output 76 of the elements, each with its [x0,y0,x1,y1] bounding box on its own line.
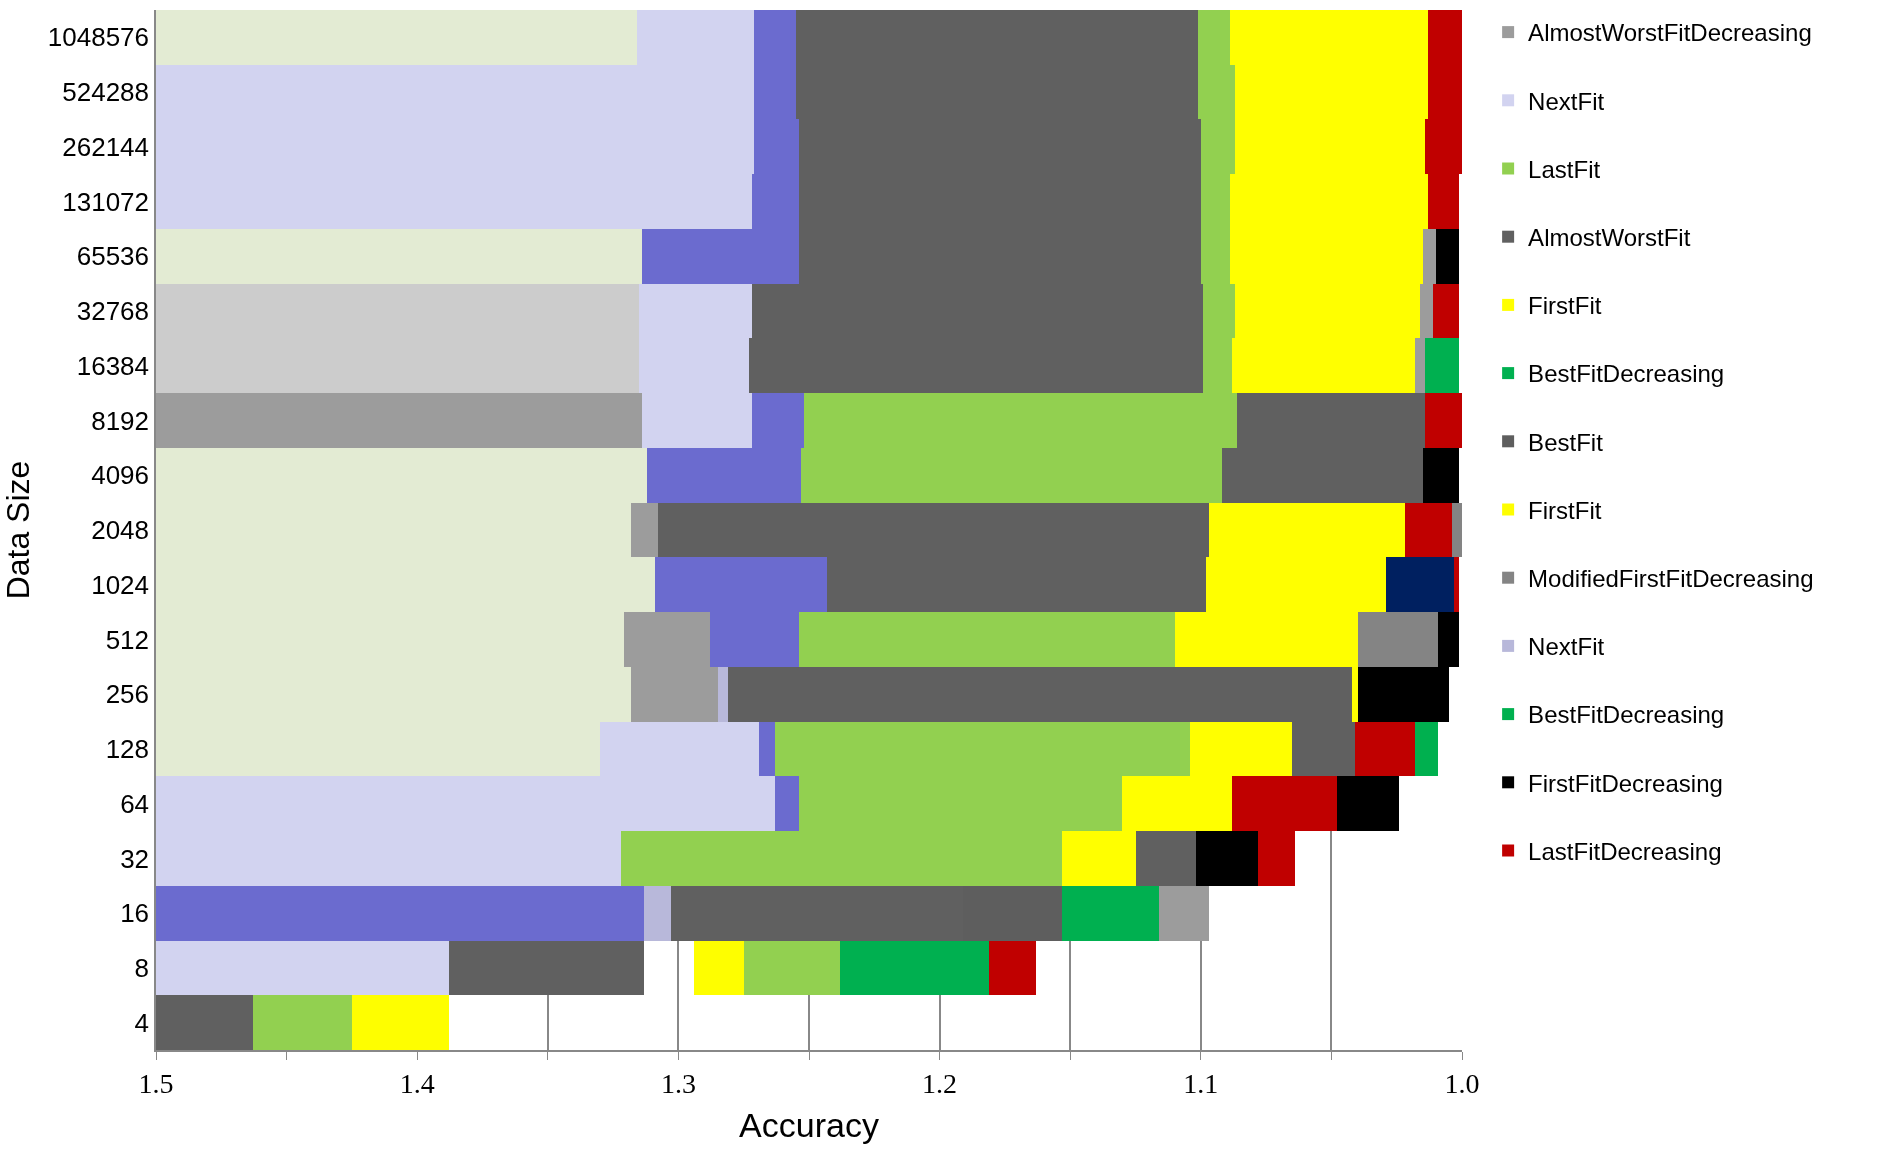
legend-label: BestFitDecreasing [1528,360,1725,388]
y-tick-label: 256 [105,679,150,710]
y-tick-label: 16384 [76,350,150,381]
bar [1454,557,1459,612]
bar [1425,393,1462,448]
legend-label: LastFit [1528,155,1601,183]
y-tick-label: 524288 [62,77,150,108]
y-tick-label: 2048 [91,515,150,546]
bar [1386,557,1454,612]
bar [156,995,253,1050]
bar [989,941,1036,995]
y-tick-label: 262144 [62,131,150,162]
legend-label: FirstFitDecreasing [1528,769,1723,797]
bar [1425,338,1459,393]
y-tick-label: 32 [120,843,150,874]
bar [1337,776,1399,831]
x-axis-title: Accuracy [739,1106,879,1145]
bar [1405,503,1452,557]
y-tick-label: 32768 [76,296,150,327]
y-axis-title: Data Size [0,460,36,600]
bar [1452,503,1462,557]
bar [1196,831,1258,886]
bar [840,941,989,995]
x-tick-label: 1.4 [399,1068,435,1100]
y-tick-label: 1048576 [47,22,150,53]
bar [1433,284,1459,338]
bar [1062,886,1159,941]
legend-label: AlmostWorstFit [1528,224,1691,252]
legend-label: BestFitDecreasing [1528,701,1725,729]
y-tick-label: 65536 [76,241,150,272]
bar [156,886,644,941]
bar [1159,886,1209,941]
bar [744,941,840,995]
bar [1355,722,1415,776]
legend-label: NextFit [1528,87,1605,115]
legend-label: ModifiedFirstFitDecreasing [1528,565,1814,593]
y-tick-label: 4 [134,1007,150,1038]
legend-label: FirstFit [1528,496,1602,524]
x-tick-label: 1.3 [660,1068,696,1100]
bar [1423,448,1459,503]
bar [253,995,352,1050]
bar [352,995,449,1050]
bar [156,941,449,995]
bar [718,667,728,722]
legend-label: LastFitDecreasing [1528,837,1722,865]
legend-label: BestFit [1528,428,1604,456]
bar [631,503,658,557]
bar [1415,722,1438,776]
bar [156,393,642,448]
y-tick-label: 4096 [91,460,150,491]
legend-label: NextFit [1528,633,1605,661]
legend-label: FirstFit [1528,292,1602,320]
bar [759,722,775,776]
x-tick-label: 1.2 [922,1068,958,1100]
bar [1358,612,1438,667]
bar [449,941,644,995]
x-tick-label: 1.1 [1183,1068,1219,1100]
y-tick-label: 131072 [62,186,150,217]
bar [799,612,1175,667]
bar [156,229,642,284]
y-tick-label: 128 [105,734,150,765]
y-tick-label: 1024 [91,569,150,600]
y-tick-label: 512 [105,624,150,655]
y-tick-label: 8 [134,952,150,983]
y-tick-label: 8192 [91,405,150,436]
bar [1136,831,1196,886]
bar [694,941,744,995]
y-tick-label: 16 [120,898,150,929]
legend-label: AlmostWorstFitDecreasing [1528,19,1812,47]
bar [1436,229,1459,284]
y-tick-label: 64 [120,788,150,819]
bar [156,10,637,65]
bar [775,776,799,831]
x-tick-label: 1.0 [1444,1068,1480,1100]
x-tick-label: 1.5 [138,1068,174,1100]
bar [644,886,671,941]
